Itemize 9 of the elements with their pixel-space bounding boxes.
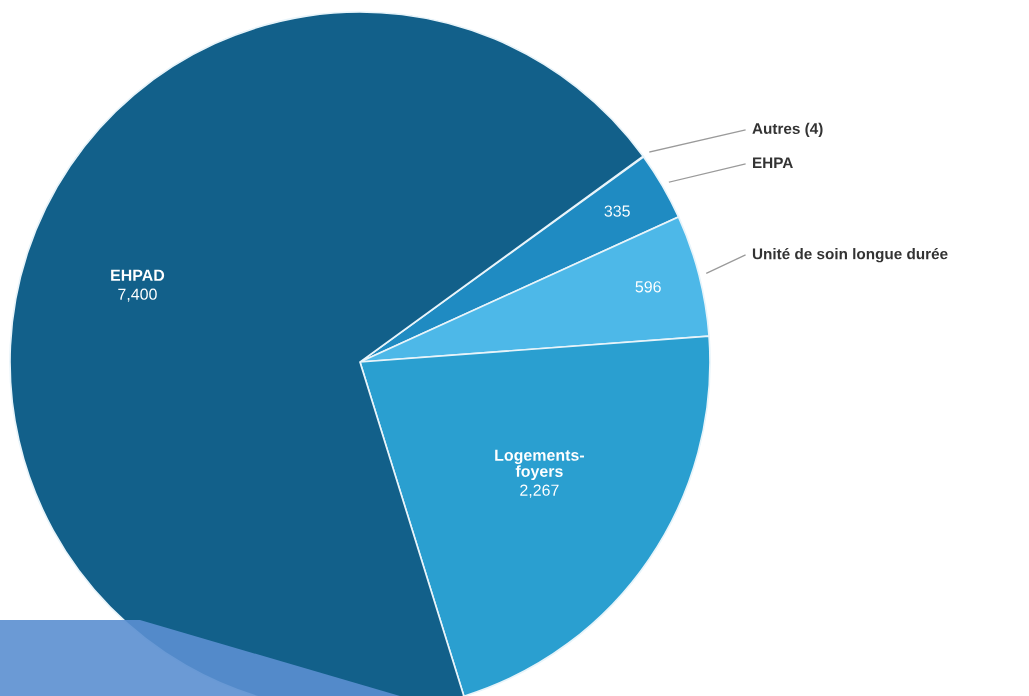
slice-label: EHPA [753,157,793,168]
data-label: 2,267 [520,484,559,498]
data-label: 7,400 [118,288,157,302]
slice-label: Logements- foyers [495,449,585,481]
slice-label: Unité de soin longue durée [752,247,948,263]
data-label: 596 [635,281,661,293]
slice-label: EHPAD [111,269,165,281]
slice-label: Autres (4) [752,122,823,138]
data-label: 335 [604,205,630,217]
